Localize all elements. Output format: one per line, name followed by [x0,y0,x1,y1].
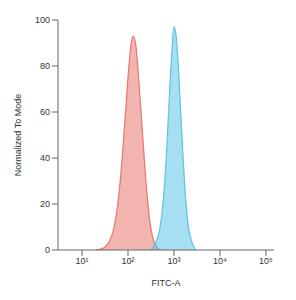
svg-text:Normalized To Mode: Normalized To Mode [13,94,23,176]
svg-text:10⁴: 10⁴ [213,256,227,266]
svg-text:FITC-A: FITC-A [152,278,181,288]
svg-text:20: 20 [40,199,50,209]
svg-text:10¹: 10¹ [76,256,89,266]
svg-text:60: 60 [40,107,50,117]
svg-text:0: 0 [45,245,50,255]
svg-text:10²: 10² [121,256,134,266]
svg-text:40: 40 [40,153,50,163]
svg-text:10⁵: 10⁵ [259,256,273,266]
svg-text:10³: 10³ [167,256,180,266]
svg-text:80: 80 [40,61,50,71]
svg-text:100: 100 [35,15,50,25]
